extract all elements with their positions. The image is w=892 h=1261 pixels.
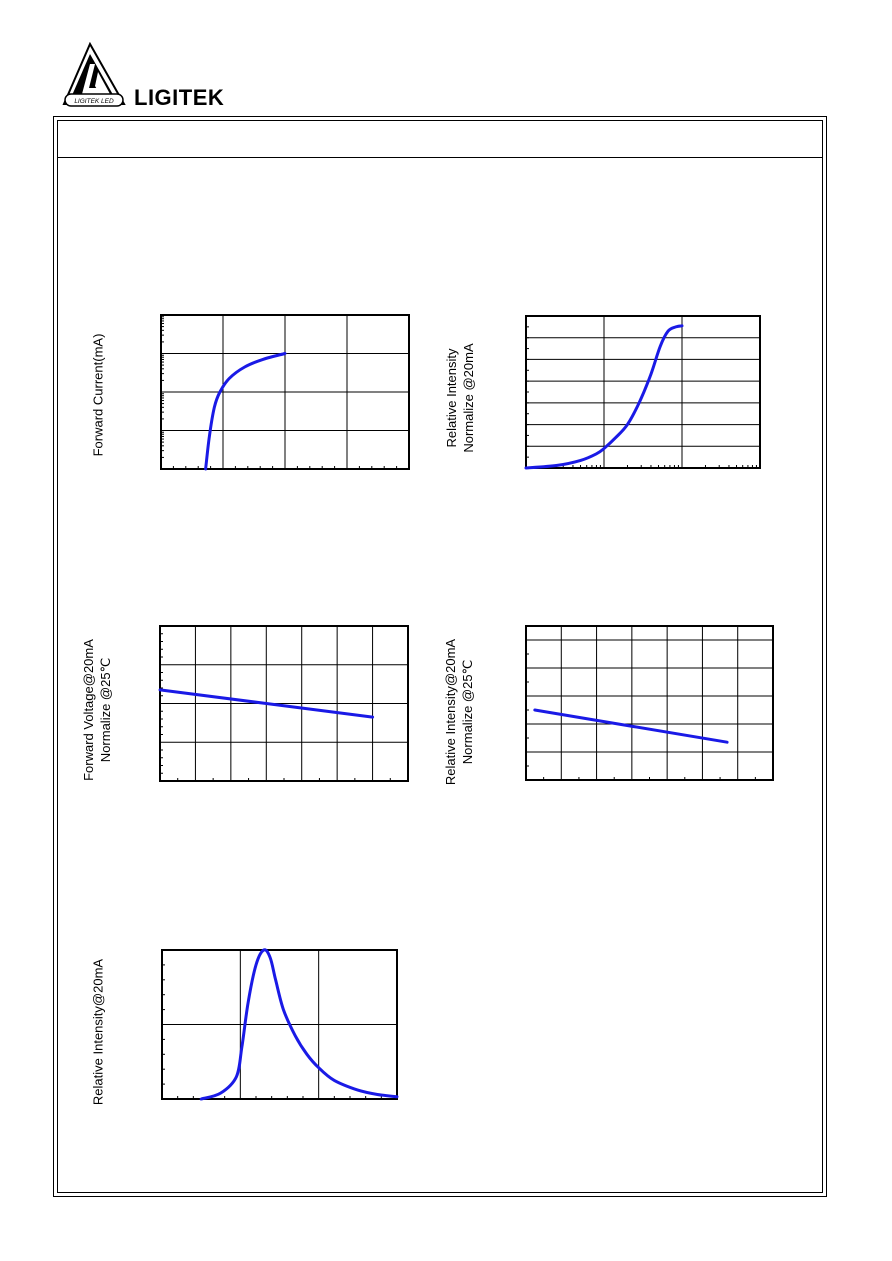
series-line	[533, 708, 729, 744]
forward-current-chart	[160, 314, 410, 471]
series-line	[199, 948, 399, 1101]
series-line	[158, 688, 375, 719]
brand-name: LIGITEK	[134, 85, 225, 110]
ligitek-logo: LIGITEK LED	[62, 42, 126, 107]
page-frame-inner	[57, 120, 823, 1193]
forward-voltage-ylabel: Forward Voltage@20mA Normalize @25℃	[81, 639, 113, 781]
relative-intensity-current-chart	[524, 315, 761, 470]
forward-current-ylabel: Forward Current(mA)	[90, 333, 106, 457]
spectrum-chart	[161, 948, 399, 1101]
series-line	[204, 352, 287, 471]
logo-text: LIGITEK LED	[74, 98, 114, 105]
relative-intensity-temp-chart	[525, 625, 774, 781]
series-line	[524, 324, 684, 470]
plot-frame	[525, 315, 761, 469]
plot-frame	[159, 625, 409, 782]
forward-voltage-temp-chart	[158, 625, 409, 782]
header-divider	[57, 157, 823, 158]
plot-frame	[525, 625, 774, 781]
plot-frame	[161, 949, 398, 1100]
page-frame-outer	[53, 116, 827, 1197]
relative-intensity-current-ylabel: Relative Intensity Normalize @20mA	[444, 343, 476, 453]
plot-frame	[160, 314, 410, 470]
relative-intensity-temp-ylabel: Relative Intensity@20mA Normalize @25℃	[443, 638, 475, 786]
spectrum-ylabel: Relative Intensity@20mA	[90, 958, 106, 1106]
